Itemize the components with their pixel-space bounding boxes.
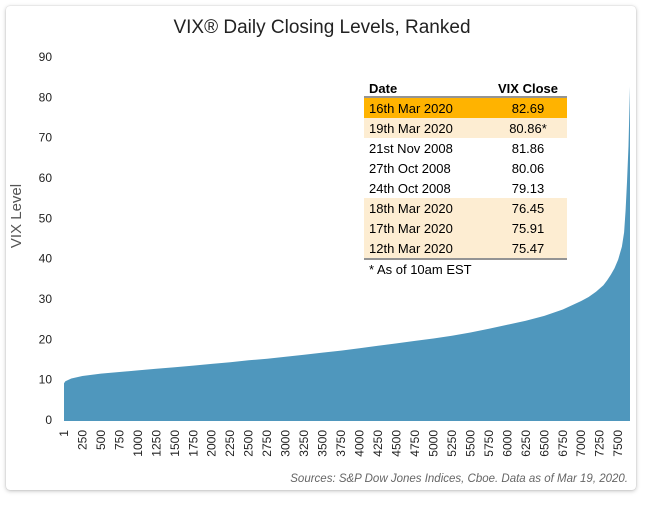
table-row-highlight [364, 218, 567, 238]
x-tick-labels: 1 250 500 750 1000 1250 1500 1750 2000 2250 2500 27… [57, 430, 625, 457]
table-row-highlight [364, 118, 567, 138]
table-cell-close: 82.69 [512, 101, 545, 116]
y-tick-labels: 0 10 20 30 40 50 60 70 80 90 [39, 50, 53, 427]
y-tick-label: 80 [39, 90, 53, 104]
x-tick-label: 1250 [149, 430, 163, 457]
y-tick-label: 10 [39, 373, 53, 387]
table-cell-close: 76.45 [512, 201, 545, 216]
y-tick-label: 20 [39, 332, 53, 346]
table-header-close: VIX Close [498, 81, 558, 96]
x-tick-label: 250 [75, 430, 89, 450]
table-cell-date: 12th Mar 2020 [369, 241, 453, 256]
plot-area [64, 86, 630, 421]
table-cell-date: 24th Oct 2008 [369, 181, 451, 196]
x-tick-label: 2000 [205, 430, 219, 457]
x-tick-label: 4000 [353, 430, 367, 457]
y-axis-label: VIX Level [8, 184, 25, 248]
x-tick-label: 7500 [611, 430, 625, 457]
table-row-highlight [364, 198, 567, 218]
x-tick-label: 1 [57, 430, 71, 437]
x-tick-label: 3250 [297, 430, 311, 457]
table-header-date: Date [369, 81, 397, 96]
x-tick-label: 5250 [445, 430, 459, 457]
source-note: Sources: S&P Dow Jones Indices, Cboe. Da… [290, 473, 628, 485]
table-cell-close: 80.86* [509, 121, 547, 136]
table-footnote: * As of 10am EST [369, 262, 472, 277]
x-tick-label: 6250 [519, 430, 533, 457]
x-tick-label: 3500 [316, 430, 330, 457]
table-cell-close: 79.13 [512, 181, 545, 196]
table-cell-close: 75.47 [512, 241, 545, 256]
y-tick-label: 40 [39, 252, 53, 266]
y-tick-label: 70 [39, 131, 53, 145]
chart-title: VIX® Daily Closing Levels, Ranked [173, 17, 470, 38]
table-row-highlight [364, 98, 567, 118]
x-tick-label: 4250 [371, 430, 385, 457]
table-cell-date: 19th Mar 2020 [369, 121, 453, 136]
x-tick-label: 3750 [334, 430, 348, 457]
y-tick-label: 30 [39, 292, 53, 306]
x-tick-label: 2250 [223, 430, 237, 457]
x-tick-label: 7000 [574, 430, 588, 457]
vix-closes-table: Date VIX Close 16th Mar 2020 82.69 19th Mar … [364, 81, 567, 277]
table-cell-date: 18th Mar 2020 [369, 201, 453, 216]
x-tick-label: 2500 [242, 430, 256, 457]
table-cell-date: 16th Mar 2020 [369, 101, 453, 116]
x-tick-label: 6000 [500, 430, 514, 457]
x-tick-label: 1750 [186, 430, 200, 457]
y-tick-label: 0 [45, 413, 52, 427]
x-tick-label: 500 [94, 430, 108, 450]
x-tick-label: 5750 [482, 430, 496, 457]
y-tick-label: 50 [39, 211, 53, 225]
table-cell-close: 75.91 [512, 221, 545, 236]
table-cell-date: 17th Mar 2020 [369, 221, 453, 236]
x-tick-label: 2750 [260, 430, 274, 457]
table-cell-close: 80.06 [512, 161, 545, 176]
table-cell-close: 81.86 [512, 141, 545, 156]
x-tick-label: 6500 [537, 430, 551, 457]
y-tick-label: 60 [39, 171, 53, 185]
table-cell-date: 21st Nov 2008 [369, 141, 453, 156]
x-tick-label: 7250 [593, 430, 607, 457]
x-tick-label: 4500 [390, 430, 404, 457]
x-tick-label: 6750 [556, 430, 570, 457]
x-tick-label: 5000 [426, 430, 440, 457]
x-tick-label: 4750 [408, 430, 422, 457]
table-cell-date: 27th Oct 2008 [369, 161, 451, 176]
x-tick-label: 1000 [131, 430, 145, 457]
table-row-highlight [364, 238, 567, 258]
y-tick-label: 90 [39, 50, 53, 64]
vix-area-series [64, 86, 630, 420]
x-tick-label: 750 [112, 430, 126, 450]
x-tick-label: 1500 [168, 430, 182, 457]
x-tick-label: 3000 [279, 430, 293, 457]
x-tick-label: 5500 [463, 430, 477, 457]
